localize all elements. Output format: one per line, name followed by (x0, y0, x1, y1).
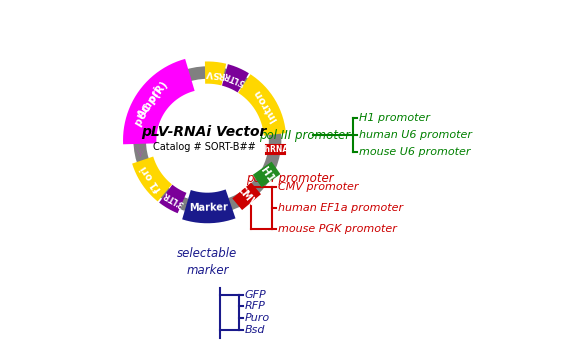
Text: CMV promoter: CMV promoter (278, 182, 358, 192)
Text: pol III promoter: pol III promoter (260, 128, 351, 141)
Text: RFP: RFP (245, 301, 266, 312)
Text: mouse PGK promoter: mouse PGK promoter (278, 224, 397, 234)
Text: 5'LTR: 5'LTR (222, 69, 246, 86)
Text: Bsd: Bsd (245, 324, 265, 335)
Text: H1: H1 (258, 165, 275, 184)
Text: Amp(R): Amp(R) (136, 79, 171, 120)
Text: Catalog # SORT-B##: Catalog # SORT-B## (153, 142, 255, 152)
Text: pUC ori: pUC ori (134, 85, 164, 128)
Text: human EF1a promoter: human EF1a promoter (278, 203, 403, 213)
Text: CMV: CMV (235, 184, 258, 209)
FancyBboxPatch shape (234, 184, 260, 209)
Text: mouse U6 promoter: mouse U6 promoter (360, 147, 471, 158)
Text: shRNA: shRNA (261, 145, 289, 154)
Text: Marker: Marker (189, 203, 228, 213)
FancyBboxPatch shape (254, 163, 279, 186)
Text: Intron: Intron (252, 88, 279, 124)
Text: pol II promoter: pol II promoter (246, 172, 334, 185)
Text: RSV: RSV (204, 68, 225, 78)
Text: 3'LTR: 3'LTR (162, 189, 186, 209)
Text: GFP: GFP (245, 290, 266, 300)
Text: human U6 promoter: human U6 promoter (360, 130, 472, 140)
Text: Puro: Puro (245, 313, 270, 323)
Text: pLV-RNAi Vector: pLV-RNAi Vector (141, 125, 266, 139)
Text: f1 ori: f1 ori (139, 163, 164, 193)
Text: selectable
marker: selectable marker (177, 247, 238, 277)
Text: H1 promoter: H1 promoter (360, 113, 431, 123)
FancyBboxPatch shape (265, 146, 285, 154)
